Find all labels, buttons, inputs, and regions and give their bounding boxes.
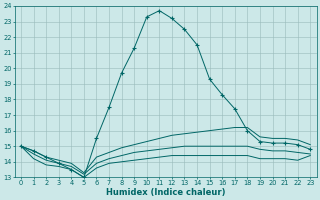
X-axis label: Humidex (Indice chaleur): Humidex (Indice chaleur) xyxy=(106,188,225,197)
